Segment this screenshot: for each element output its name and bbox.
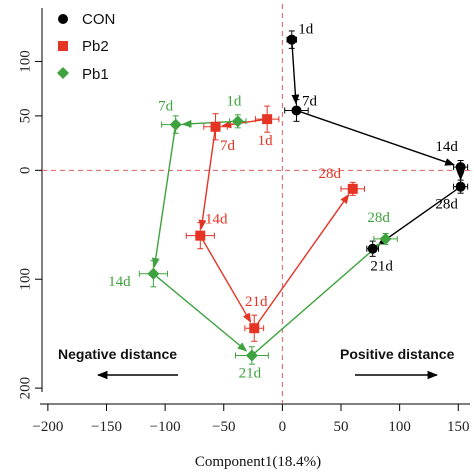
point-pb2-21d	[249, 323, 260, 334]
trajectory-pb1-1d-to-7d	[181, 119, 238, 128]
trajectory-pb2-14d-to-21d	[199, 235, 252, 324]
label-pb1-7d: 7d	[158, 99, 174, 115]
distance-annotations: Negative distance Positive distance	[58, 346, 455, 380]
trajectory-pb2-1d-to-7d	[221, 118, 268, 129]
x-axis-title: Component1(18.4%)	[195, 454, 321, 470]
label-pb2-21d: 21d	[245, 294, 268, 310]
legend-label-pb1: Pb1	[82, 66, 109, 83]
point-con-7d	[291, 105, 302, 116]
trajectory-pb1-21d-to-28d	[251, 242, 382, 356]
point-pb2-28d	[347, 183, 358, 194]
trajectory-pb2-7d-to-14d	[198, 126, 217, 230]
y-tick-label-1: 100	[17, 268, 33, 291]
x-tick-label-4: 0	[279, 419, 287, 435]
y-tick-label-2: 0	[17, 167, 33, 175]
legend-label-pb2: Pb2	[82, 38, 109, 55]
label-con-21d: 21d	[370, 259, 393, 275]
label-con-1d: 1d	[298, 22, 314, 38]
reference-lines	[42, 4, 474, 404]
label-con-7d: 7d	[302, 93, 318, 109]
label-pb2-14d: 14d	[205, 212, 228, 228]
legend: CON Pb2 Pb1	[57, 11, 115, 83]
label-pb2-1d: 1d	[258, 133, 274, 149]
point-pb2-14d	[195, 230, 206, 241]
label-pb2-7d: 7d	[220, 138, 236, 154]
positive-distance-label: Positive distance	[340, 346, 455, 362]
trajectory-pb1-7d-to-14d	[151, 124, 177, 268]
negative-distance-label: Negative distance	[58, 346, 177, 362]
trajectory-pb1-14d-to-21d	[152, 273, 248, 352]
legend-marker-pb1	[57, 67, 69, 79]
point-pb1-14d	[147, 267, 160, 280]
label-pb1-28d: 28d	[367, 210, 390, 226]
trajectory-con-7d-to-14d	[296, 109, 455, 166]
x-tick-label-5: 50	[334, 419, 349, 435]
point-pb2-1d	[262, 114, 273, 125]
point-pb1-7d	[169, 118, 182, 131]
legend-marker-pb2	[58, 41, 68, 51]
point-con-1d	[286, 34, 297, 45]
trajectory-con-1d-to-7d	[291, 39, 300, 105]
legend-marker-con	[58, 14, 68, 24]
trajectory-pb2-21d-to-28d	[253, 193, 350, 329]
trajectory-con-28d-to-21d	[377, 186, 462, 246]
y-tick-label-4: 100	[17, 50, 33, 73]
y-tick-label-0: 200	[17, 377, 33, 400]
x-tick-label-1: −150	[91, 419, 122, 435]
point-labels: 1d 7d 14d 28d 21d 1d 7d 14d 21d 28d 1d 7d 14d 21d 28d	[108, 22, 458, 382]
trajectory-lines	[151, 39, 465, 356]
label-pb1-1d: 1d	[226, 93, 242, 109]
label-con-28d: 28d	[435, 197, 458, 213]
legend-label-con: CON	[82, 11, 115, 28]
point-pb1-21d	[245, 349, 258, 362]
point-pb2-7d	[210, 121, 221, 132]
label-con-14d: 14d	[435, 139, 458, 155]
x-tick-label-0: −200	[32, 419, 63, 435]
label-pb1-14d: 14d	[108, 274, 131, 290]
label-pb1-21d: 21d	[239, 365, 262, 381]
x-tick-label-2: −100	[150, 419, 181, 435]
x-tick-label-3: −50	[212, 419, 235, 435]
error-bars	[138, 30, 469, 365]
point-pb1-1d	[231, 115, 244, 128]
point-con-14d	[455, 162, 466, 173]
axes: −200 −150 −100 −50 0 50 100 150 200 100 0 50 100	[17, 8, 470, 435]
x-tick-label-6: 100	[388, 419, 411, 435]
point-con-28d	[455, 181, 466, 192]
point-pb1-28d	[379, 232, 392, 245]
y-tick-label-3: 50	[17, 108, 33, 123]
point-con-21d	[367, 243, 378, 254]
label-pb2-28d: 28d	[318, 166, 341, 182]
x-tick-label-7: 150	[447, 419, 470, 435]
data-markers	[147, 34, 466, 362]
